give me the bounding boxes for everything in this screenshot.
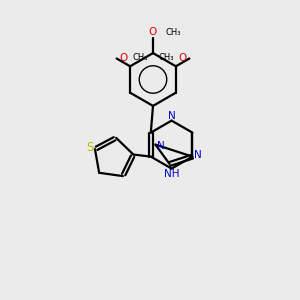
Text: S: S [86, 141, 93, 154]
Text: O: O [179, 53, 187, 63]
Text: O: O [148, 27, 157, 37]
Text: O: O [119, 53, 127, 63]
Text: CH₃: CH₃ [166, 28, 181, 37]
Text: N: N [194, 150, 202, 160]
Text: CH₃: CH₃ [158, 53, 174, 62]
Text: N: N [168, 111, 176, 121]
Text: NH: NH [164, 169, 180, 179]
Text: N: N [157, 141, 165, 151]
Text: CH₃: CH₃ [132, 53, 148, 62]
